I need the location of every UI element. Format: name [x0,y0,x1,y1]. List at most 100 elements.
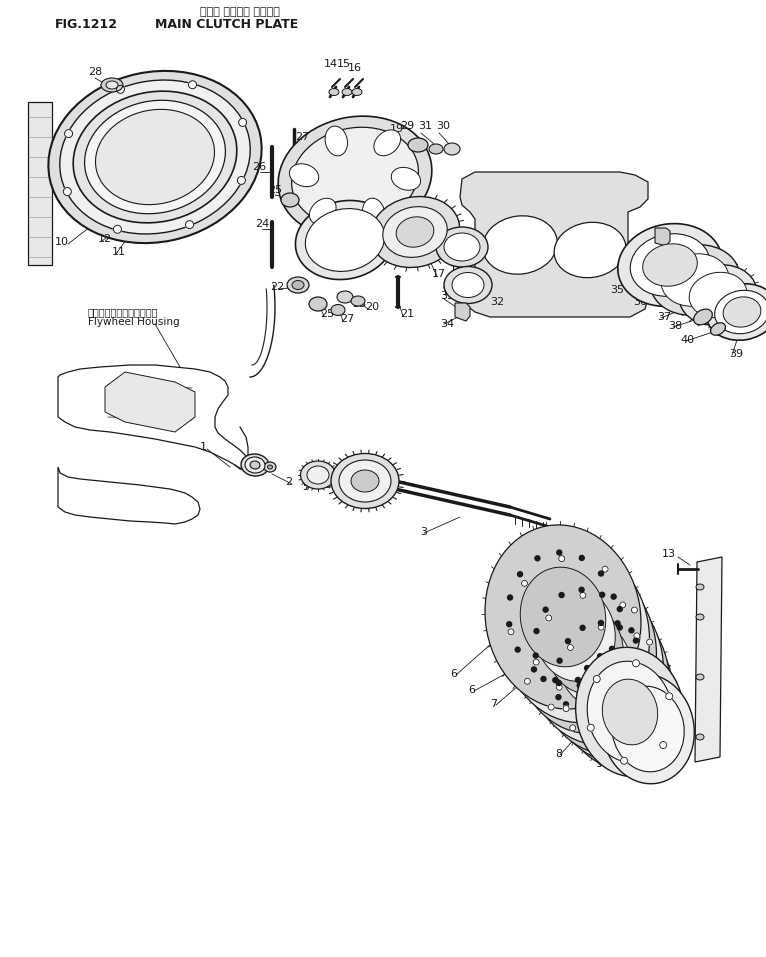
Text: 27: 27 [295,132,309,142]
Circle shape [64,188,71,195]
Circle shape [600,592,604,597]
Ellipse shape [547,604,624,694]
Polygon shape [655,258,670,276]
Circle shape [533,653,538,658]
Text: 31: 31 [418,121,432,131]
Ellipse shape [281,193,299,207]
Ellipse shape [408,138,428,152]
Text: 17: 17 [432,269,446,279]
Text: 36: 36 [633,297,647,307]
Text: 11: 11 [112,247,126,257]
Circle shape [631,607,637,613]
Circle shape [559,592,564,597]
Ellipse shape [588,661,673,763]
Text: 6: 6 [468,685,475,695]
Ellipse shape [267,465,273,469]
Ellipse shape [309,297,327,311]
Circle shape [556,680,561,685]
Circle shape [575,678,581,682]
Text: 7: 7 [490,699,497,709]
Circle shape [570,724,576,731]
Text: 24: 24 [255,219,270,229]
Circle shape [610,646,614,652]
Ellipse shape [351,296,365,306]
Text: 10: 10 [55,237,69,247]
Circle shape [601,747,607,753]
Text: MAIN CLUTCH PLATE: MAIN CLUTCH PLATE [155,18,298,31]
Ellipse shape [554,222,626,278]
Polygon shape [455,303,470,321]
Text: 25: 25 [320,309,334,319]
Circle shape [64,129,73,138]
Ellipse shape [101,78,123,92]
Text: 23: 23 [352,299,366,309]
Ellipse shape [602,675,694,784]
Ellipse shape [444,143,460,155]
Circle shape [185,221,194,229]
Text: 2: 2 [285,477,292,487]
Ellipse shape [575,647,684,777]
Ellipse shape [696,584,704,590]
Circle shape [598,624,604,630]
Text: 35: 35 [610,285,624,295]
Text: 18: 18 [442,287,456,297]
Text: 33: 33 [440,291,454,301]
Ellipse shape [661,254,728,306]
Ellipse shape [561,632,677,768]
Ellipse shape [331,304,345,316]
Ellipse shape [723,297,761,327]
Ellipse shape [436,227,488,267]
Circle shape [565,638,571,644]
Text: FIG.1212: FIG.1212 [55,18,118,31]
Circle shape [620,757,627,765]
Ellipse shape [391,167,421,190]
Circle shape [564,701,568,707]
Text: 9: 9 [595,759,602,769]
Text: フライホイールハウジング: フライホイールハウジング [88,307,159,317]
Circle shape [593,676,601,682]
Circle shape [647,679,653,685]
Text: 33: 33 [672,235,686,245]
Ellipse shape [245,457,265,473]
Circle shape [580,625,585,631]
Circle shape [522,580,528,587]
Circle shape [113,225,122,234]
Circle shape [237,176,245,185]
Text: 23: 23 [317,227,331,237]
Text: 15: 15 [337,59,351,69]
Ellipse shape [337,291,353,303]
Text: 20: 20 [365,302,379,312]
Text: メイン クラッチ プレート: メイン クラッチ プレート [200,7,280,17]
Circle shape [620,602,626,608]
Circle shape [660,709,665,715]
Circle shape [579,555,584,561]
Circle shape [595,737,600,742]
Ellipse shape [689,273,747,318]
Circle shape [615,621,620,626]
Ellipse shape [339,460,391,502]
Ellipse shape [300,461,336,489]
Ellipse shape [513,565,656,734]
Ellipse shape [278,116,432,238]
Circle shape [595,666,601,672]
Circle shape [545,615,552,621]
Ellipse shape [535,587,615,681]
Circle shape [568,644,574,651]
Ellipse shape [287,277,309,293]
Ellipse shape [444,233,480,261]
Ellipse shape [84,100,225,213]
Ellipse shape [292,127,418,227]
Ellipse shape [500,545,650,723]
Circle shape [637,741,643,747]
Circle shape [633,659,639,665]
Text: 6: 6 [450,669,457,679]
Ellipse shape [374,130,401,156]
Ellipse shape [309,198,336,224]
Text: 30: 30 [436,121,450,131]
Ellipse shape [551,616,673,762]
Circle shape [239,119,247,126]
Circle shape [633,638,638,643]
Circle shape [630,654,635,658]
Text: 37: 37 [657,312,671,322]
Text: 40: 40 [680,335,694,345]
